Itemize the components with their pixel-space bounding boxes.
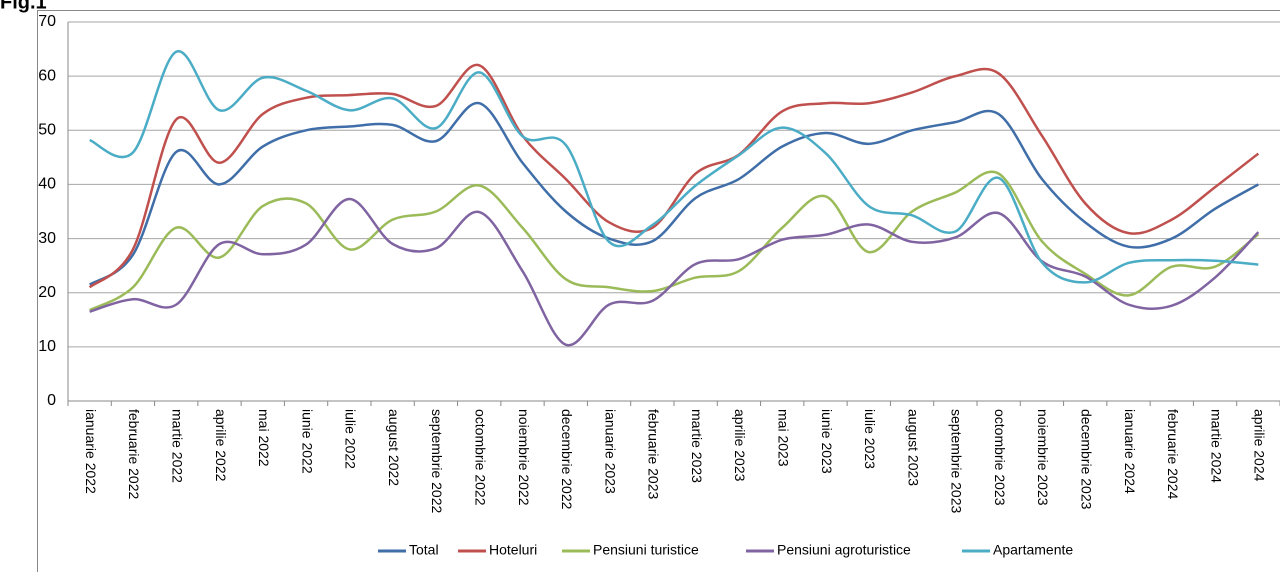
line-series: [88, 63, 1260, 289]
line-series: [89, 50, 1259, 284]
x-tick-label: iulie 2023: [862, 409, 878, 469]
x-tick-label: septembrie 2022: [429, 409, 445, 514]
line-series: [89, 197, 1260, 347]
x-tick-label: mai 2023: [776, 409, 792, 467]
y-tick-label: 30: [38, 230, 56, 247]
y-tick-label: 50: [38, 122, 56, 139]
x-tick-label: iulie 2022: [343, 409, 359, 469]
x-tick-label: februarie 2023: [646, 409, 662, 500]
x-tick-label: decembrie 2023: [1079, 409, 1095, 510]
x-tick-label: noiembrie 2023: [1035, 409, 1051, 506]
x-tick-label: februarie 2024: [1165, 409, 1181, 500]
chart-frame: [37, 10, 1280, 572]
x-tick-label: aprilie 2024: [1252, 409, 1268, 482]
y-tick-label: 10: [38, 338, 56, 355]
x-tick-label: iunie 2023: [819, 409, 835, 474]
chart-title: Fig.1: [0, 0, 47, 13]
x-tick-label: august 2022: [386, 409, 402, 486]
x-tick-label: august 2023: [905, 409, 921, 486]
x-tick-label: iunie 2022: [299, 409, 315, 474]
line-series: [89, 170, 1260, 312]
x-tick-label: mai 2022: [256, 409, 272, 467]
x-tick-label: octombrie 2022: [473, 409, 489, 506]
x-tick-label: aprilie 2022: [213, 409, 229, 482]
x-tick-label: martie 2023: [689, 409, 705, 483]
y-tick-label: 20: [38, 284, 56, 301]
x-tick-label: ianuarie 2024: [1122, 409, 1138, 494]
y-tick-label: 70: [38, 13, 56, 30]
x-tick-label: aprilie 2023: [732, 409, 748, 482]
y-tick-label: 0: [47, 392, 56, 409]
line-series: [88, 101, 1259, 286]
x-tick-label: decembrie 2022: [559, 409, 575, 510]
x-tick-label: ianuarie 2022: [83, 409, 99, 494]
x-tick-label: martie 2024: [1208, 409, 1224, 483]
legend-label: Apartamente: [993, 542, 1073, 558]
x-tick-label: noiembrie 2022: [516, 409, 532, 506]
x-tick-label: octombrie 2023: [992, 409, 1008, 506]
legend-label: Pensiuni agroturistice: [777, 542, 911, 558]
y-tick-label: 40: [38, 176, 56, 193]
legend-label: Hoteluri: [489, 542, 537, 558]
legend-label: Total: [409, 542, 439, 558]
x-tick-label: septembrie 2023: [949, 409, 965, 514]
x-tick-label: ianuarie 2023: [602, 409, 618, 494]
x-tick-label: februarie 2022: [126, 409, 142, 500]
y-tick-label: 60: [38, 67, 56, 84]
x-tick-label: martie 2022: [170, 409, 186, 483]
legend-label: Pensiuni turistice: [593, 542, 699, 558]
